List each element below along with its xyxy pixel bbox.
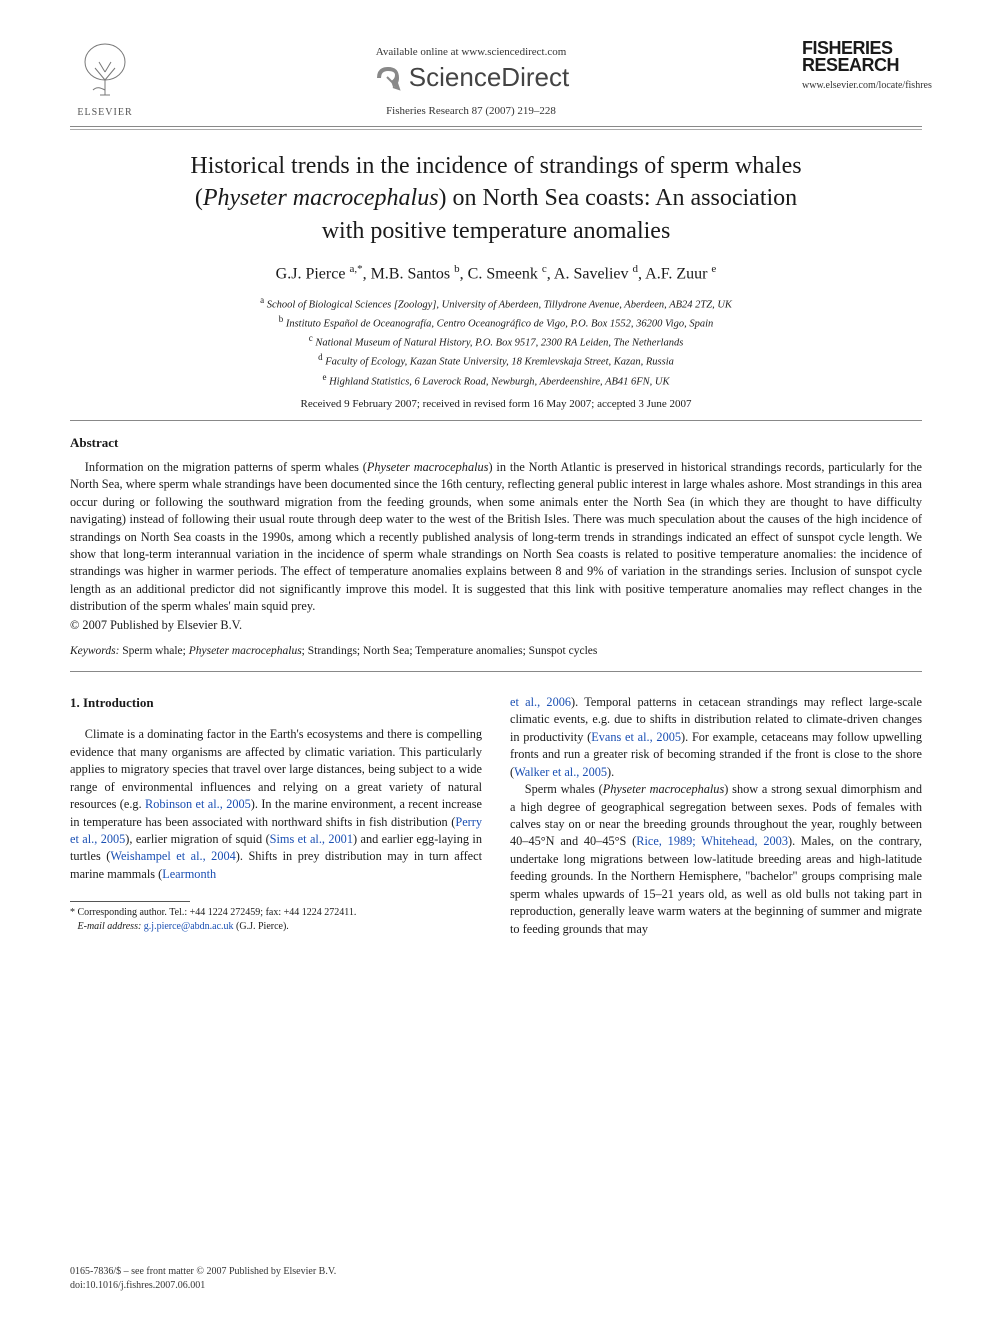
- keywords-label: Keywords:: [70, 645, 119, 657]
- article-dates: Received 9 February 2007; received in re…: [70, 398, 922, 410]
- sciencedirect-icon: [373, 63, 403, 93]
- page-footer: 0165-7836/$ – see front matter © 2007 Pu…: [70, 1265, 336, 1293]
- affiliation-e: e Highland Statistics, 6 Laverock Road, …: [70, 371, 922, 390]
- elsevier-label: ELSEVIER: [70, 107, 140, 118]
- column-right: et al., 2006). Temporal patterns in ceta…: [510, 694, 922, 938]
- abstract-copyright: © 2007 Published by Elsevier B.V.: [70, 618, 922, 633]
- affiliation-b: b Instituto Español de Oceanografía, Cen…: [70, 313, 922, 332]
- page-header: ELSEVIER Available online at www.science…: [70, 40, 922, 118]
- title-line3: with positive temperature anomalies: [322, 218, 671, 244]
- article-title: Historical trends in the incidence of st…: [110, 150, 882, 247]
- elsevier-logo: ELSEVIER: [70, 40, 140, 118]
- journal-url: www.elsevier.com/locate/fishres: [802, 80, 922, 91]
- corresponding-author-footnote: * Corresponding author. Tel.: +44 1224 2…: [70, 906, 482, 934]
- abstract-body: Information on the migration patterns of…: [70, 459, 922, 616]
- affiliation-c: c National Museum of Natural History, P.…: [70, 332, 922, 351]
- affiliation-d: d Faculty of Ecology, Kazan State Univer…: [70, 351, 922, 370]
- affiliations: a School of Biological Sciences [Zoology…: [70, 294, 922, 390]
- footnote-email-who: (G.J. Pierce).: [234, 921, 289, 932]
- abstract-heading: Abstract: [70, 435, 922, 451]
- intro-paragraph-1-cont: et al., 2006). Temporal patterns in ceta…: [510, 694, 922, 781]
- sciencedirect-text: ScienceDirect: [409, 62, 569, 93]
- affiliation-a: a School of Biological Sciences [Zoology…: [70, 294, 922, 313]
- footer-issn: 0165-7836/$ – see front matter © 2007 Pu…: [70, 1265, 336, 1279]
- header-rule-thin: [70, 129, 922, 130]
- sciencedirect-logo: ScienceDirect: [140, 62, 802, 93]
- footnote-corr: * Corresponding author. Tel.: +44 1224 2…: [70, 906, 482, 920]
- footer-doi: doi:10.1016/j.fishres.2007.06.001: [70, 1279, 336, 1293]
- footnote-email-line: E-mail address: g.j.pierce@abdn.ac.uk (G…: [70, 920, 482, 934]
- header-rule-thick: [70, 126, 922, 127]
- title-line1: Historical trends in the incidence of st…: [190, 153, 801, 179]
- footnote-email-label: E-mail address:: [78, 921, 142, 932]
- title-line2: (Physeter macrocephalus) on North Sea co…: [195, 185, 797, 211]
- keywords-text: Sperm whale; Physeter macrocephalus; Str…: [119, 645, 597, 657]
- fisheries-research-logo: FISHERIES RESEARCH: [802, 40, 922, 74]
- footnote-rule: [70, 901, 190, 902]
- column-left: 1. Introduction Climate is a dominating …: [70, 694, 482, 938]
- journal-logo: FISHERIES RESEARCH www.elsevier.com/loca…: [802, 40, 922, 91]
- journal-logo-line2: RESEARCH: [802, 57, 922, 74]
- available-online-text: Available online at www.sciencedirect.co…: [140, 46, 802, 58]
- body-columns: 1. Introduction Climate is a dominating …: [70, 694, 922, 938]
- introduction-heading: 1. Introduction: [70, 694, 482, 712]
- center-header: Available online at www.sciencedirect.co…: [140, 40, 802, 117]
- footnote-email-link[interactable]: g.j.pierce@abdn.ac.uk: [144, 921, 234, 932]
- abstract-rule-bottom: [70, 671, 922, 672]
- keywords: Keywords: Sperm whale; Physeter macrocep…: [70, 645, 922, 657]
- author-list: G.J. Pierce a,*, M.B. Santos b, C. Smeen…: [70, 263, 922, 283]
- abstract-rule-top: [70, 420, 922, 421]
- elsevier-tree-icon: [75, 40, 135, 100]
- intro-paragraph-1: Climate is a dominating factor in the Ea…: [70, 726, 482, 883]
- journal-reference: Fisheries Research 87 (2007) 219–228: [140, 105, 802, 117]
- intro-paragraph-2: Sperm whales (Physeter macrocephalus) sh…: [510, 781, 922, 938]
